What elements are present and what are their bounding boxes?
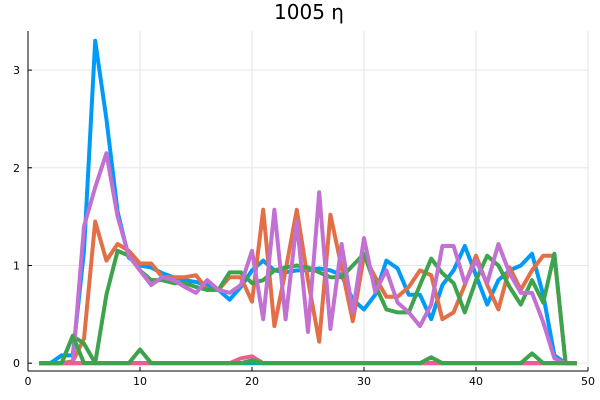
y-tick-label-0: 0 [13,357,20,370]
series-line-4 [39,151,577,366]
x-tick-label-0: 0 [25,375,32,388]
axes [27,31,589,372]
y-tick-label-2: 2 [13,162,20,175]
tick-labels: 0 10 20 30 40 50 0 1 2 3 [13,64,595,388]
chart-title: 1005 η [274,0,344,24]
series-lines [39,38,577,366]
series-line-8 [39,333,577,366]
x-tick-label-5: 50 [581,375,595,388]
y-tick-label-1: 1 [13,259,20,272]
x-tick-label-2: 20 [245,375,259,388]
y-tick-label-3: 3 [13,64,20,77]
x-tick-label-4: 40 [469,375,483,388]
x-tick-label-3: 30 [357,375,371,388]
x-tick-label-1: 10 [133,375,147,388]
